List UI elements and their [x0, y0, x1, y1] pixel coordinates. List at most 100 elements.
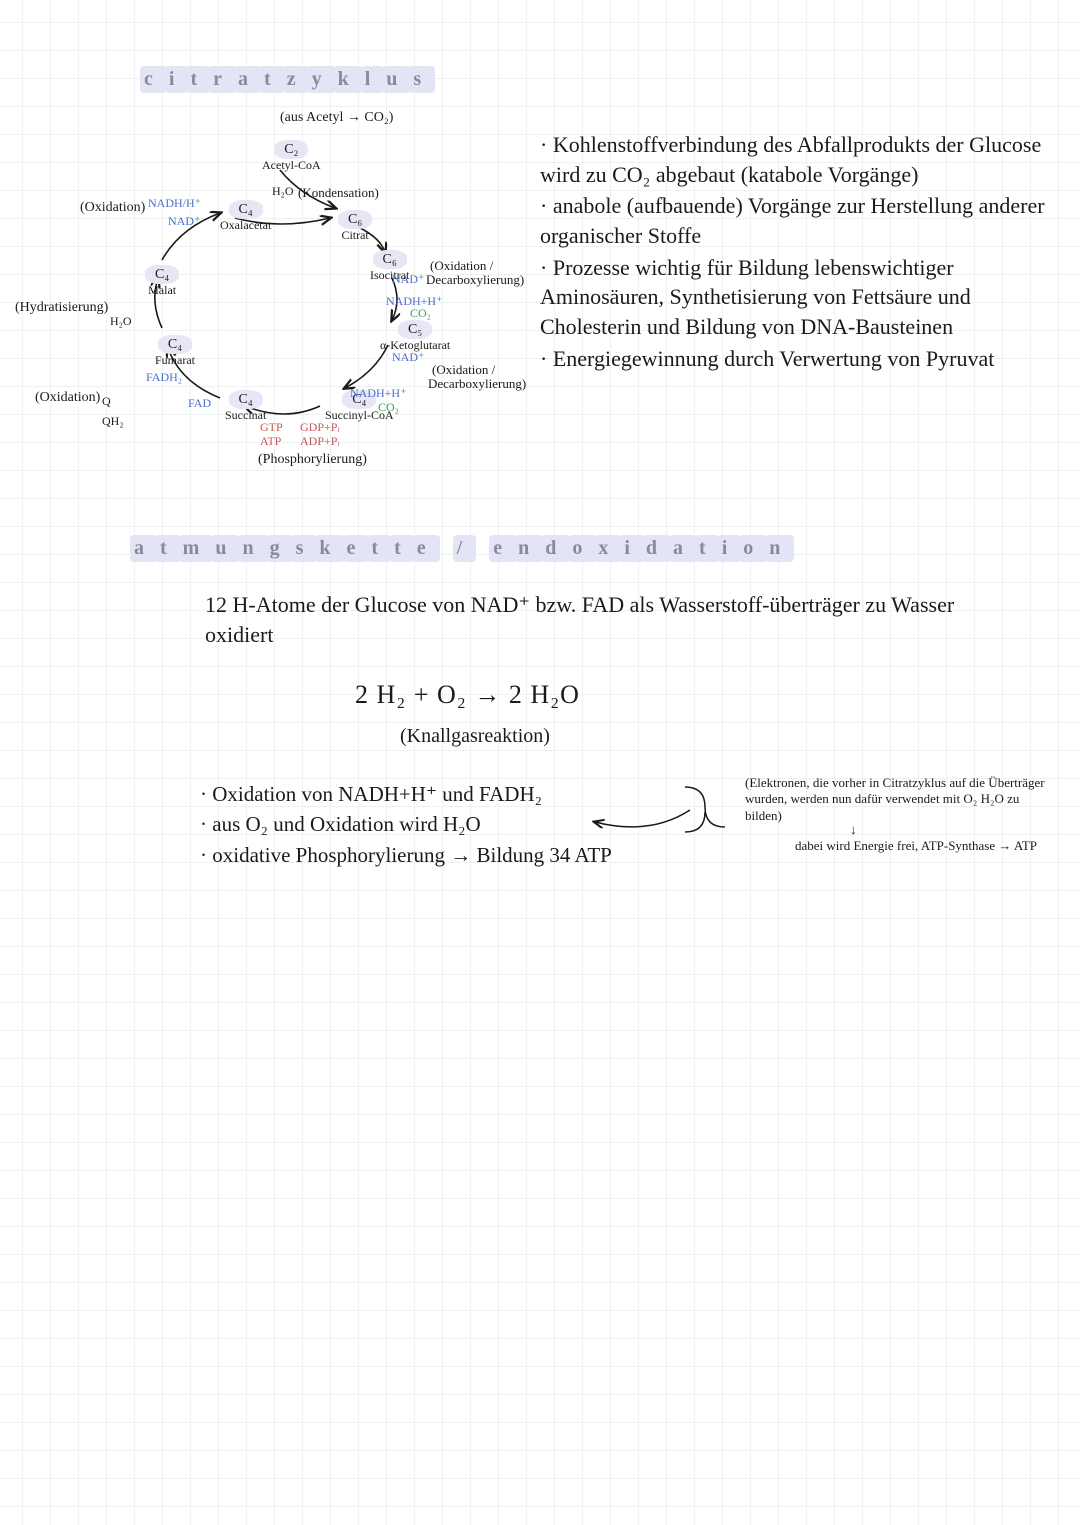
- title-letter: e: [413, 535, 440, 562]
- cofactor-label: NAD⁺: [392, 350, 424, 365]
- title-letter: e: [489, 535, 516, 562]
- title-letter: t: [156, 535, 181, 562]
- reaction-type-label: (Phosphorylierung): [258, 452, 367, 468]
- cofactor-label: CO₂: [410, 306, 431, 321]
- title-letter: x: [594, 535, 622, 562]
- reaction-type-label: (Hydratisierung): [15, 300, 108, 316]
- node-label: Acetyl-CoA: [262, 159, 321, 172]
- citric-acid-cycle-diagram: (aus Acetyl → CO₂) C₂Acetyl-CoAH₂OC₄Oxal…: [70, 110, 530, 480]
- title-letter: k: [334, 66, 363, 93]
- title-letter: t: [186, 66, 211, 93]
- reaction-type-label: (Kondensation): [298, 185, 379, 201]
- carbon-count: C₄: [158, 335, 192, 354]
- carbon-count: C₆: [373, 250, 407, 269]
- citratzyklus-notes: Kohlenstoffverbindung des Abfallprodukts…: [540, 130, 1060, 376]
- title-letter: t: [695, 535, 720, 562]
- carbon-count: C₂: [274, 140, 308, 159]
- equation-knallgas: 2 H₂ + O₂ → 2 H₂O: [355, 680, 580, 710]
- side-note-atp: dabei wird Energie frei, ATP-Synthase → …: [795, 838, 1055, 854]
- carbon-count: C₅: [398, 320, 432, 339]
- cycle-node-fum: C₄Fumarat: [155, 335, 195, 368]
- title-letter: /: [453, 535, 477, 562]
- title-letter: d: [642, 535, 671, 562]
- title-atmungskette: atmungskette / endoxidation: [130, 535, 792, 562]
- reaction-type-label: (Oxidation): [35, 390, 100, 406]
- note-bullet: Oxidation von NADH+H⁺ und FADH₂: [200, 780, 760, 808]
- reaction-type-label: Decarboxylierung): [428, 376, 526, 392]
- node-label: Oxalacetat: [220, 219, 271, 232]
- node-label: Malat: [145, 284, 179, 297]
- note-bullet: Kohlenstoffverbindung des Abfallprodukts…: [540, 130, 1060, 189]
- title-letter: a: [130, 535, 158, 562]
- cycle-node-malat: C₄Malat: [145, 265, 179, 298]
- title-letter: u: [382, 66, 411, 93]
- title-citratzyklus: citratzyklus: [140, 66, 433, 93]
- title-letter: n: [238, 535, 267, 562]
- carbon-count: C₄: [229, 390, 263, 409]
- title-letter: i: [620, 535, 644, 562]
- title-letter: m: [179, 535, 214, 562]
- node-label: H₂O: [272, 185, 294, 198]
- cycle-node-acetyl: C₂Acetyl-CoA: [262, 140, 321, 173]
- cofactor-label: GDP+Pᵢ: [300, 420, 339, 435]
- title-letter: o: [568, 535, 596, 562]
- note-bullet: oxidative Phosphorylierung → Bildung 34 …: [200, 841, 760, 869]
- title-letter: z: [283, 66, 310, 93]
- cofactor-label: ATP: [260, 434, 281, 449]
- cofactor-label: Q: [102, 394, 111, 409]
- side-note-electrons: (Elektronen, die vorher in Citratzyklus …: [745, 775, 1055, 824]
- title-letter: l: [361, 66, 385, 93]
- title-letter: c: [140, 66, 167, 93]
- title-letter: g: [266, 535, 294, 562]
- note-bullet: Prozesse wichtig für Bildung lebenswicht…: [540, 253, 1060, 342]
- title-letter: k: [315, 535, 344, 562]
- cycle-node-h2o1: H₂O: [272, 185, 294, 198]
- note-bullet: Energiegewinnung durch Verwertung von Py…: [540, 344, 1060, 374]
- cofactor-label: GTP: [260, 420, 283, 435]
- title-letter: n: [765, 535, 794, 562]
- title-letter: t: [367, 535, 392, 562]
- carbon-count: C₄: [145, 265, 179, 284]
- note-bullet: anabole (aufbauende) Vorgänge zur Herste…: [540, 191, 1060, 250]
- cofactor-label: NADH+H⁺: [350, 386, 406, 401]
- cycle-node-oxal: C₄Oxalacetat: [220, 200, 271, 233]
- carbon-count: C₆: [338, 210, 372, 229]
- cofactor-label: ADP+Pᵢ: [300, 434, 339, 449]
- node-label: Fumarat: [155, 354, 195, 367]
- title-letter: a: [669, 535, 697, 562]
- cofactor-label: NADH/H⁺: [148, 196, 201, 211]
- cycle-node-citrat: C₆Citrat: [338, 210, 372, 243]
- cofactor-label: NAD⁺: [392, 272, 424, 287]
- cofactor-label: H₂O: [110, 314, 132, 329]
- cofactor-label: FAD: [188, 396, 211, 411]
- title-letter: u: [211, 535, 240, 562]
- diagram-top-note: (aus Acetyl → CO₂): [280, 110, 393, 126]
- title-letter: e: [343, 535, 370, 562]
- title-letter: a: [234, 66, 262, 93]
- hook-arrow-svg: [590, 808, 700, 838]
- reaction-type-label: Decarboxylierung): [426, 272, 524, 288]
- carbon-count: C₄: [229, 200, 263, 219]
- cofactor-label: CO₂: [378, 400, 399, 415]
- cycle-node-keto: C₅α-Ketoglutarat: [380, 320, 450, 353]
- title-letter: s: [292, 535, 318, 562]
- title-letter: i: [165, 66, 189, 93]
- title-letter: d: [541, 535, 570, 562]
- cofactor-label: QH₂: [102, 414, 124, 429]
- cycle-node-succ: C₄Succinat: [225, 390, 266, 423]
- node-label: Citrat: [338, 229, 372, 242]
- side-note-arrow: ↓: [850, 822, 857, 838]
- title-letter: t: [390, 535, 415, 562]
- title-letter: i: [718, 535, 742, 562]
- reaction-type-label: (Oxidation): [80, 200, 145, 216]
- title-letter: o: [739, 535, 767, 562]
- title-letter: y: [308, 66, 336, 93]
- equation-sublabel: (Knallgasreaktion): [400, 725, 550, 748]
- atmungskette-line1: 12 H-Atome der Glucose von NAD⁺ bzw. FAD…: [205, 590, 1005, 649]
- cofactor-label: NAD⁺: [168, 214, 200, 229]
- title-letter: r: [209, 66, 236, 93]
- title-letter: s: [409, 66, 435, 93]
- title-letter: n: [514, 535, 543, 562]
- title-letter: t: [260, 66, 285, 93]
- cofactor-label: FADH₂: [146, 370, 182, 385]
